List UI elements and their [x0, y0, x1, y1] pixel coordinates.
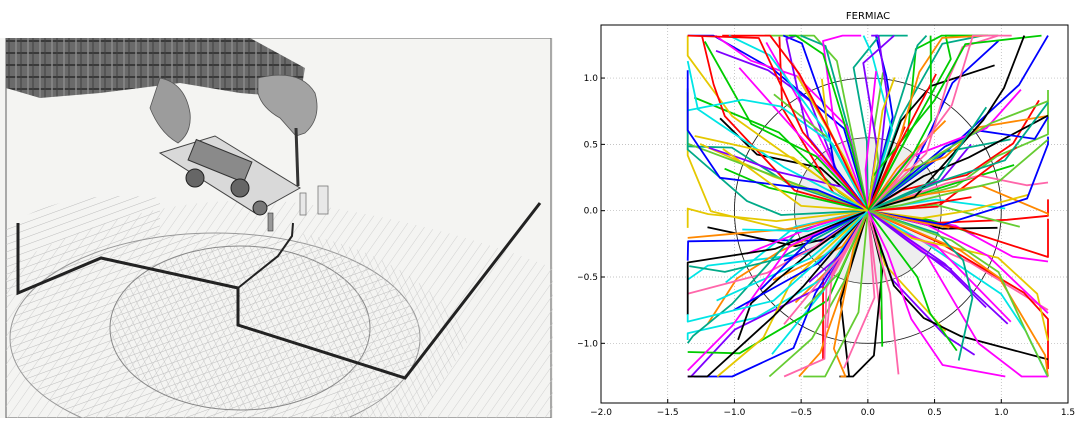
neutron-track — [867, 35, 933, 212]
neutron-track — [833, 210, 869, 378]
neutron-track — [867, 73, 937, 212]
neutron-track — [867, 35, 1049, 212]
neutron-track — [803, 210, 869, 378]
neutron-track — [686, 210, 869, 323]
neutron-track — [867, 210, 900, 375]
neutron-track — [687, 142, 869, 212]
neutron-track — [867, 209, 974, 361]
neutron-track — [862, 35, 893, 211]
neutron-track — [867, 106, 988, 212]
neutron-track — [867, 34, 888, 211]
neutron-track — [722, 148, 868, 212]
fermiac-photo — [0, 37, 553, 425]
neutron-track — [686, 207, 869, 228]
neutron-track — [722, 34, 869, 212]
x-tick-label: 1.5 — [1061, 408, 1075, 418]
neutron-track — [687, 210, 869, 378]
neutron-track — [704, 41, 869, 212]
drawing-region-left — [6, 196, 160, 298]
neutron-track — [867, 102, 1049, 212]
pointer-rod — [294, 127, 300, 187]
neutron-track — [737, 209, 869, 341]
plaid-sleeve — [6, 38, 305, 98]
region-circle — [733, 77, 1002, 344]
neutron-track — [716, 210, 869, 378]
left-hand — [149, 77, 191, 144]
y-tick-label: −1.0 — [578, 339, 598, 349]
neutron-track — [867, 209, 953, 271]
neutron-track — [867, 35, 1026, 212]
neutron-track — [867, 138, 1049, 212]
neutron-track — [867, 210, 1049, 361]
chart-svg: FERMIAC −2.0 −1.5 −1.0 −0.5 0.0 0.5 1.0 1.5 −1.0… — [576, 11, 1075, 418]
neutron-track — [783, 210, 869, 378]
neutron-track — [768, 210, 869, 378]
neutron-track — [686, 210, 869, 340]
x-tick-label: 0.5 — [927, 408, 941, 418]
neutron-track — [689, 209, 869, 273]
x-tick-label: −1.5 — [657, 408, 679, 418]
neutron-track — [867, 193, 1030, 220]
neutron-track — [687, 34, 869, 212]
neutron-track — [867, 209, 1049, 341]
neutron-track — [788, 34, 869, 211]
neutron-track — [867, 196, 972, 212]
neutron-track — [867, 64, 995, 212]
neutron-track — [694, 135, 869, 212]
neutron-track — [867, 209, 1049, 377]
neutron-track — [839, 210, 884, 378]
neutron-track — [867, 115, 1049, 212]
neutron-track — [867, 34, 1012, 212]
neutron-track — [843, 210, 876, 369]
neutron-track — [867, 77, 896, 211]
neutron-tracks — [686, 34, 1049, 378]
neutron-track — [852, 34, 908, 211]
neutron-track — [867, 100, 1049, 212]
neutron-track — [716, 210, 869, 302]
fermiac-chart: FERMIAC −2.0 −1.5 −1.0 −0.5 0.0 0.5 1.0 1.5 −1.0… — [576, 5, 1075, 421]
y-tick-label: 1.0 — [584, 74, 599, 84]
neutron-track — [867, 209, 950, 229]
y-tick-label: 0.0 — [584, 207, 599, 217]
neutron-track — [864, 71, 877, 211]
axis-ticks: −2.0 −1.5 −1.0 −0.5 0.0 0.5 1.0 1.5 −1.0 −0.5 0.0 0… — [576, 74, 1075, 418]
neutron-trace-branch — [237, 222, 294, 289]
neutron-track — [686, 209, 869, 315]
axes-frame — [600, 24, 1069, 404]
neutron-track — [826, 210, 869, 328]
y-tick-label: −0.5 — [578, 273, 598, 283]
right-hand — [257, 74, 318, 137]
neutron-track — [686, 70, 869, 212]
x-tick-label: −0.5 — [790, 408, 812, 418]
neutron-track — [867, 209, 1009, 325]
neutron-track — [701, 35, 869, 212]
neutron-track — [686, 60, 869, 212]
x-tick-label: 1.0 — [994, 408, 1009, 418]
drawing-region-right — [300, 233, 470, 418]
neutron-track — [764, 34, 869, 211]
y-tick-label: 0.5 — [584, 140, 598, 150]
neutron-track — [867, 209, 1049, 377]
neutron-track — [867, 136, 1049, 226]
neutron-track — [724, 167, 869, 212]
chart-title: FERMIAC — [846, 11, 890, 22]
neutron-track — [742, 209, 869, 233]
fermiac-photo-illustration — [0, 37, 553, 425]
neutron-track — [687, 209, 869, 239]
x-tick-label: −2.0 — [590, 408, 612, 418]
neutron-track — [867, 210, 1006, 378]
neutron-track — [839, 210, 869, 377]
neutron-track — [867, 34, 999, 212]
neutron-track — [760, 209, 869, 290]
x-tick-label: 0.0 — [861, 408, 876, 418]
neutron-track — [822, 34, 869, 212]
neutron-track — [803, 210, 869, 310]
neutron-track — [687, 209, 869, 372]
neutron-track — [728, 34, 869, 212]
fermiac-device — [158, 135, 329, 232]
x-tick-label: −1.0 — [723, 408, 745, 418]
neutron-track — [867, 210, 958, 352]
